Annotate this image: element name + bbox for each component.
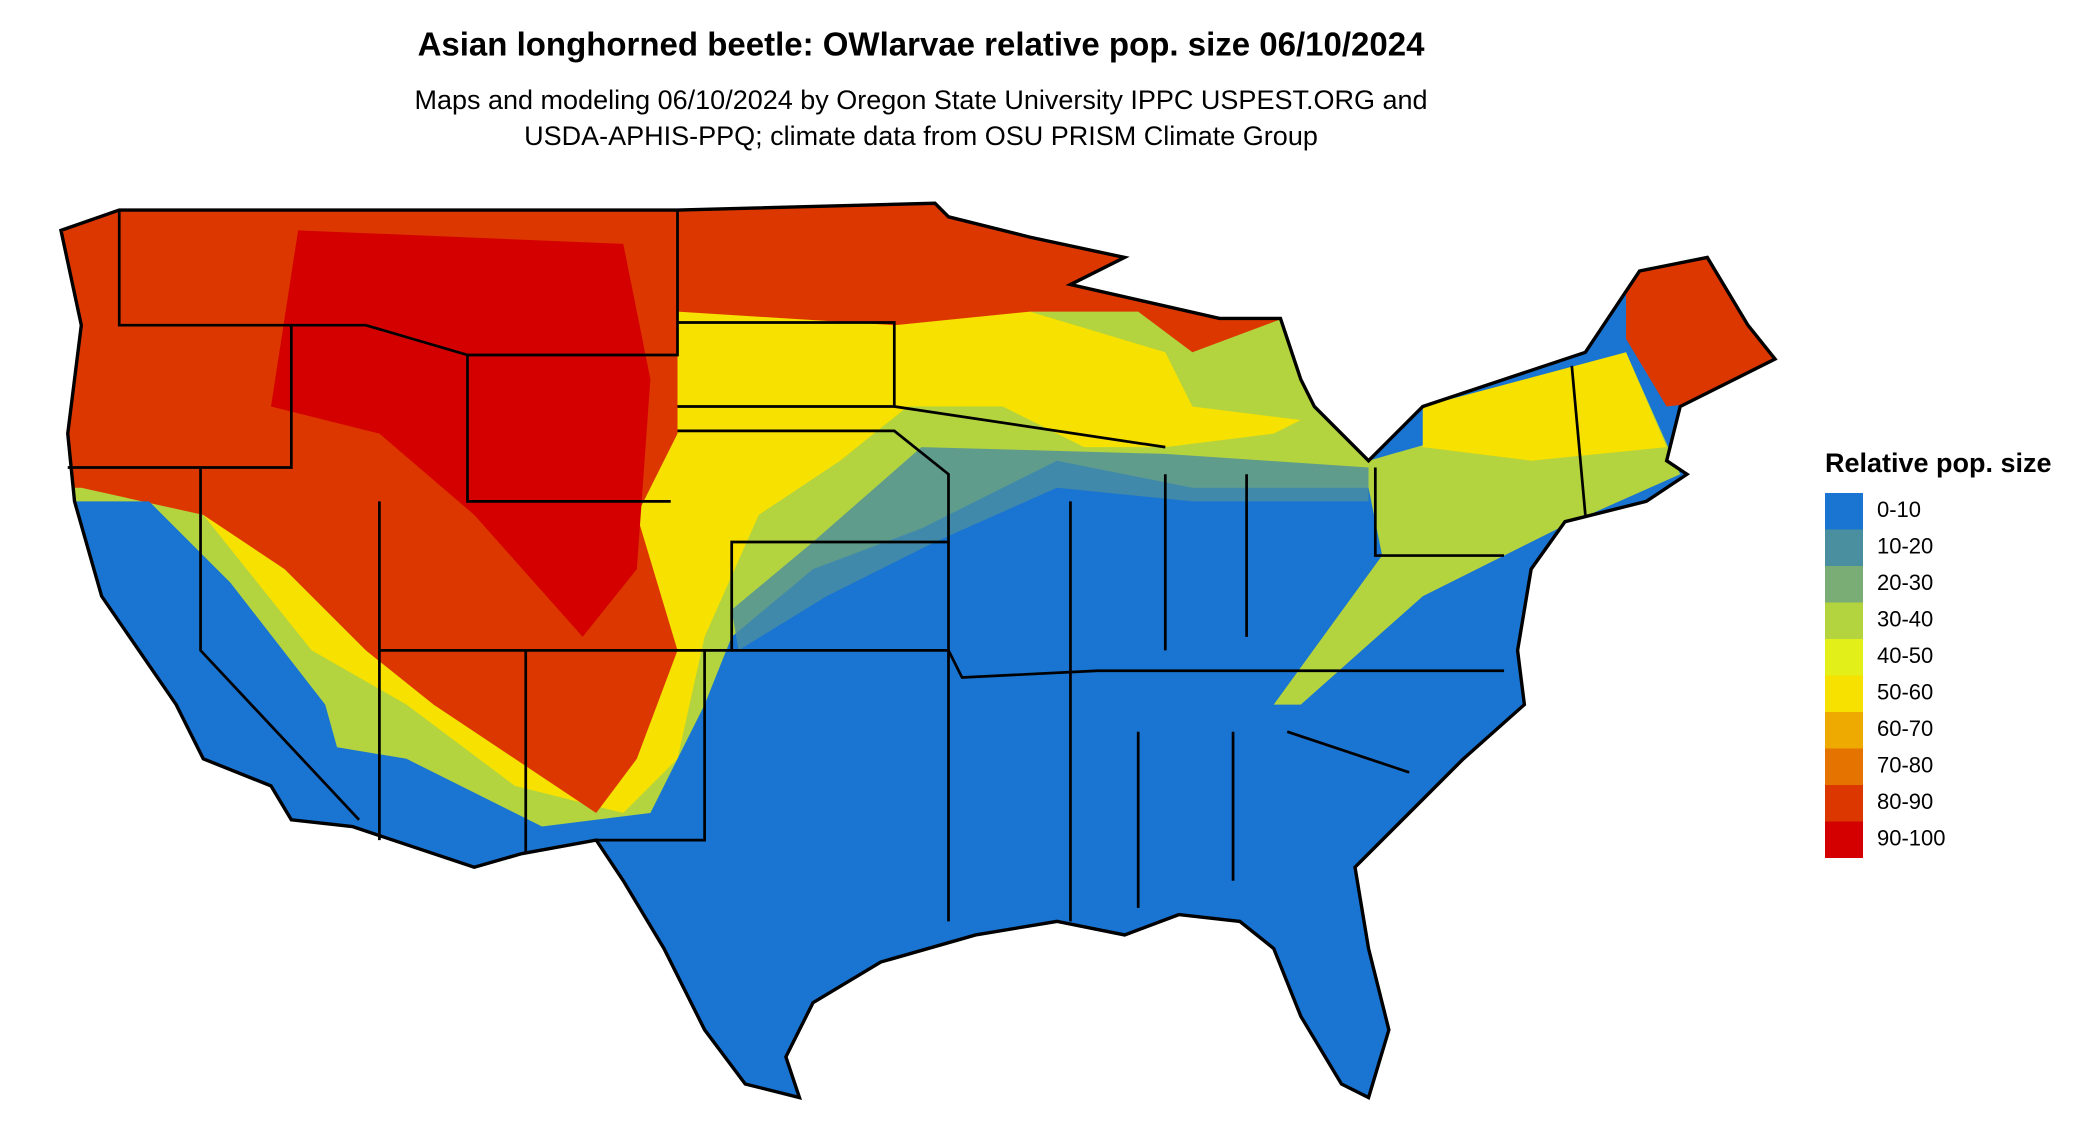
legend-swatch: [1825, 675, 1863, 712]
legend-swatch: [1825, 748, 1863, 785]
legend: 0-10 10-20 20-30 30-40 40-50 50-60 60-70 70-80 8…: [1825, 493, 1946, 858]
legend-swatch: [1825, 639, 1863, 676]
legend-label: 20-30: [1877, 570, 1933, 595]
legend-label: 70-80: [1877, 753, 1933, 778]
legend-swatch: [1825, 785, 1863, 822]
legend-title: Relative pop. size: [1825, 448, 2052, 478]
legend-label: 90-100: [1877, 826, 1946, 851]
legend-label: 30-40: [1877, 607, 1933, 632]
legend-label: 60-70: [1877, 716, 1933, 741]
legend-label: 50-60: [1877, 680, 1933, 705]
map-subtitle: USDA-APHIS-PPQ; climate data from OSU PR…: [524, 121, 1318, 151]
state-borders: [67, 210, 1587, 922]
map-zone: [60, 501, 360, 827]
legend-label: 0-10: [1877, 497, 1921, 522]
map-zone: [1422, 352, 1667, 461]
map-title: Asian longhorned beetle: OWlarvae relati…: [418, 26, 1426, 63]
map-zone: [731, 447, 1369, 651]
legend-swatch: [1825, 566, 1863, 603]
legend-label: 10-20: [1877, 534, 1933, 559]
legend-label: 40-50: [1877, 643, 1933, 668]
us-map: [59, 201, 1777, 1100]
legend-swatch: [1825, 493, 1863, 530]
legend-label: 80-90: [1877, 789, 1933, 814]
map-subtitle: Maps and modeling 06/10/2024 by Oregon S…: [414, 85, 1427, 115]
legend-swatch: [1825, 602, 1863, 639]
legend-swatch: [1825, 712, 1863, 749]
legend-swatch: [1825, 529, 1863, 566]
legend-swatch: [1825, 821, 1863, 858]
map-zone: [271, 230, 651, 637]
